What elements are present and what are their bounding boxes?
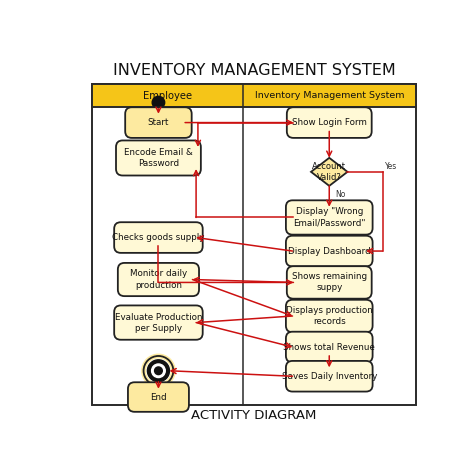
Text: No: No <box>335 191 346 200</box>
Text: Shows total Revenue: Shows total Revenue <box>283 343 375 352</box>
FancyBboxPatch shape <box>286 236 373 266</box>
Text: Start: Start <box>148 118 169 127</box>
FancyBboxPatch shape <box>287 266 372 299</box>
FancyBboxPatch shape <box>286 201 373 235</box>
FancyBboxPatch shape <box>114 222 203 253</box>
FancyBboxPatch shape <box>125 107 191 138</box>
Text: Show Login Form: Show Login Form <box>292 118 367 127</box>
Text: Saves Daily Inventory: Saves Daily Inventory <box>282 372 377 381</box>
Circle shape <box>152 364 165 378</box>
FancyBboxPatch shape <box>116 140 201 175</box>
Text: Display "Wrong
Email/Password": Display "Wrong Email/Password" <box>293 208 365 228</box>
FancyBboxPatch shape <box>92 84 416 107</box>
Text: Encode Email &
Password: Encode Email & Password <box>124 148 193 168</box>
FancyBboxPatch shape <box>286 332 373 362</box>
Text: Account
Valid?: Account Valid? <box>312 162 346 182</box>
Text: Yes: Yes <box>384 162 397 171</box>
Text: Inventory Management System: Inventory Management System <box>255 91 404 100</box>
Circle shape <box>147 360 170 382</box>
Text: ACTIVITY DIAGRAM: ACTIVITY DIAGRAM <box>191 409 317 422</box>
Text: Monitor daily
production: Monitor daily production <box>130 269 187 290</box>
Circle shape <box>152 96 164 109</box>
FancyBboxPatch shape <box>286 361 373 392</box>
FancyBboxPatch shape <box>287 107 372 138</box>
Text: Shows remaining
suppy: Shows remaining suppy <box>292 273 367 292</box>
Polygon shape <box>311 158 347 186</box>
Text: Displays production
records: Displays production records <box>286 306 373 326</box>
FancyBboxPatch shape <box>114 305 203 340</box>
Text: End: End <box>150 392 167 401</box>
FancyBboxPatch shape <box>128 382 189 412</box>
FancyBboxPatch shape <box>286 300 373 332</box>
FancyBboxPatch shape <box>92 84 416 405</box>
Text: Checks goods supply: Checks goods supply <box>112 233 205 242</box>
FancyBboxPatch shape <box>118 263 199 296</box>
Text: Display Dashboard: Display Dashboard <box>288 246 371 255</box>
Text: Employee: Employee <box>143 91 192 100</box>
Text: INVENTORY MANAGEMENT SYSTEM: INVENTORY MANAGEMENT SYSTEM <box>112 63 395 78</box>
Text: Evaluate Production
per Supply: Evaluate Production per Supply <box>115 312 202 333</box>
Circle shape <box>155 367 162 374</box>
